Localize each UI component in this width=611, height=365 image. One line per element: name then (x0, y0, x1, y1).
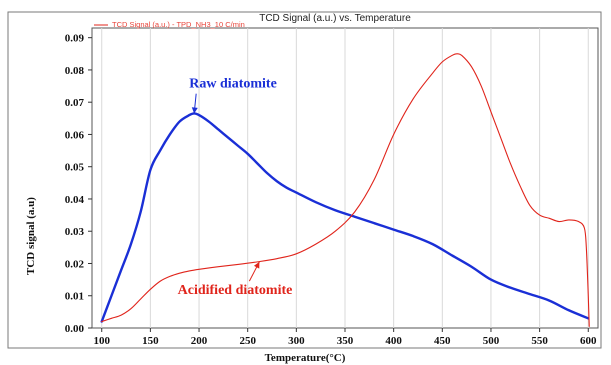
x-tick-label: 300 (288, 335, 305, 347)
x-tick-label: 550 (531, 335, 548, 347)
y-tick-label: 0.08 (65, 65, 85, 77)
series-line-acidified-diatomite (101, 53, 590, 327)
y-tick-label: 0.09 (65, 33, 85, 45)
x-tick-label: 500 (483, 335, 500, 347)
x-tick-label: 150 (142, 335, 159, 347)
y-tick-label: 0.03 (65, 226, 85, 238)
annotation-raw-diatomite: Raw diatomite (189, 77, 276, 92)
y-tick-label: 0.01 (65, 291, 84, 303)
outer-frame (7, 11, 602, 349)
y-axis-label: TCD signal (a.u) (25, 197, 37, 275)
y-axis-ticks: 0.00 0.01 0.02 0.03 0.04 0.05 0.06 0.07 0.08 0.09 (65, 33, 92, 335)
x-axis-ticks: 100 150 200 250 300 350 400 450 500 550 600 (93, 328, 597, 347)
y-tick-label: 0.06 (65, 129, 85, 141)
x-tick-label: 250 (239, 335, 256, 347)
x-tick-label: 350 (337, 335, 354, 347)
y-tick-label: 0.00 (65, 323, 85, 335)
x-tick-label: 600 (580, 335, 597, 347)
legend-entry: TCD Signal (a.u.) - TPD_NH3_10 C/min (112, 20, 245, 29)
annotations: Raw diatomite Acidified diatomite (178, 77, 293, 298)
x-tick-label: 400 (385, 335, 402, 347)
annotation-arrowhead (191, 107, 198, 114)
annotation-acidified-diatomite: Acidified diatomite (178, 283, 293, 298)
x-tick-label: 100 (93, 335, 110, 347)
y-tick-label: 0.07 (65, 97, 85, 109)
x-tick-label: 450 (434, 335, 451, 347)
y-tick-label: 0.05 (65, 162, 85, 174)
series-lines (100, 53, 590, 327)
y-tick-label: 0.04 (65, 194, 85, 206)
x-axis-label: Temperature(°C) (265, 352, 346, 364)
chart-title: TCD Signal (a.u.) vs. Temperature (259, 13, 411, 24)
series-line-raw-diatomite (100, 112, 590, 323)
grid-lines (101, 28, 589, 328)
y-tick-label: 0.02 (65, 258, 85, 270)
annotation-arrowhead (253, 261, 260, 269)
x-tick-label: 200 (191, 335, 208, 347)
